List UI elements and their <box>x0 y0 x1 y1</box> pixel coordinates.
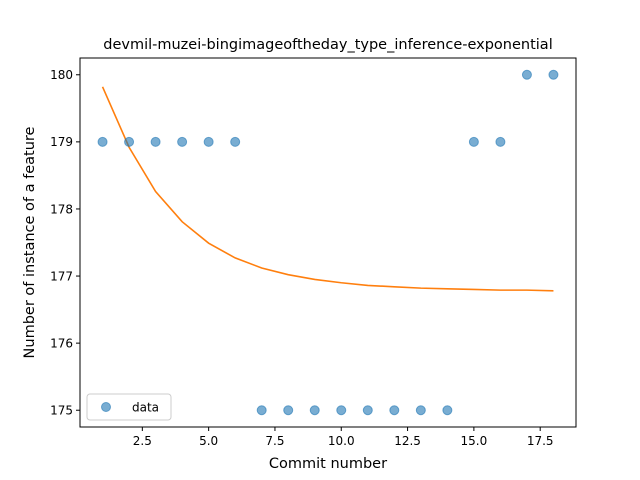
data-point <box>495 136 506 147</box>
data-point <box>230 136 241 147</box>
y-tick-label: 178 <box>50 202 73 216</box>
data-point <box>203 136 214 147</box>
x-tick-label: 12.5 <box>394 434 421 448</box>
x-axis-label: Commit number <box>269 456 387 472</box>
data-point <box>468 136 479 147</box>
y-tick-label: 176 <box>50 336 73 350</box>
x-tick-label: 2.5 <box>133 434 152 448</box>
x-tick-label: 17.5 <box>527 434 554 448</box>
legend-label-data: data <box>132 401 159 415</box>
data-point <box>362 405 373 416</box>
legend-marker-data <box>101 402 111 412</box>
data-point <box>256 405 267 416</box>
data-point <box>177 136 188 147</box>
legend: data <box>86 393 172 421</box>
x-tick-label: 5.0 <box>199 434 218 448</box>
y-tick-label: 179 <box>50 135 73 149</box>
fit-line <box>101 86 554 292</box>
data-point <box>150 136 161 147</box>
data-point <box>124 136 135 147</box>
chart-title: devmil-muzei-bingimageoftheday_type_infe… <box>103 37 552 53</box>
plot-frame <box>79 57 577 428</box>
data-point <box>548 69 559 80</box>
data-point <box>389 405 400 416</box>
x-tick-label: 7.5 <box>265 434 284 448</box>
legend-frame <box>86 393 172 421</box>
x-tick-label: 15.0 <box>461 434 488 448</box>
data-point <box>415 405 426 416</box>
data-point <box>309 405 320 416</box>
data-point <box>442 405 453 416</box>
y-tick-label: 175 <box>50 404 73 418</box>
x-tick-label: 10.0 <box>328 434 355 448</box>
y-axis-label: Number of instance of a feature <box>22 126 38 358</box>
data-point <box>283 405 294 416</box>
data-point <box>97 136 108 147</box>
y-tick-label: 180 <box>50 68 73 82</box>
y-tick-label: 177 <box>50 269 73 283</box>
data-point <box>521 69 532 80</box>
data-point <box>336 405 347 416</box>
